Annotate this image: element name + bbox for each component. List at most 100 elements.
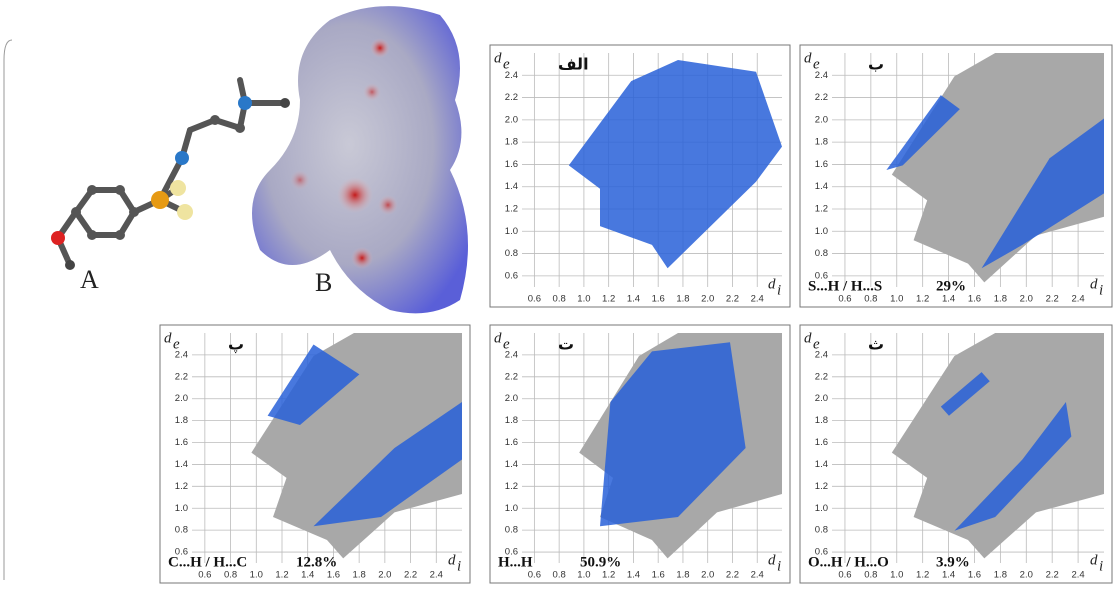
y-tick-label: 1.4 <box>815 181 828 192</box>
fingerprint-plot: 0.60.81.01.21.41.61.82.02.22.40.60.81.01… <box>490 45 790 307</box>
y-tick-label: 2.0 <box>505 114 518 125</box>
y-tick-label: 2.0 <box>505 393 518 404</box>
x-tick-label: 1.6 <box>652 570 665 581</box>
y-tick-label: 0.8 <box>815 248 828 259</box>
y-tick-label: 1.6 <box>505 159 518 170</box>
x-tick-label: 1.0 <box>577 294 590 305</box>
y-tick-label: 0.8 <box>815 525 828 536</box>
x-axis-label: d <box>1090 276 1098 292</box>
contact-label: H...H <box>498 554 533 570</box>
x-tick-label: 0.8 <box>864 570 877 581</box>
y-axis-sub: e <box>503 336 510 352</box>
x-tick-label: 0.8 <box>864 294 877 305</box>
hirshfeld-surface <box>252 6 468 313</box>
x-tick-label: 2.0 <box>701 570 714 581</box>
y-tick-label: 2.0 <box>815 393 828 404</box>
y-axis-label: d <box>164 330 172 346</box>
x-tick-label: 1.8 <box>353 570 366 581</box>
y-tick-label: 1.8 <box>505 415 518 426</box>
plot-tag: ث <box>868 335 884 354</box>
y-tick-label: 1.6 <box>815 159 828 170</box>
y-axis-label: d <box>494 50 502 66</box>
x-tick-label: 0.6 <box>838 294 851 305</box>
x-tick-label: 0.6 <box>528 570 541 581</box>
x-tick-label: 1.6 <box>968 294 981 305</box>
y-tick-label: 1.0 <box>815 503 828 514</box>
x-tick-label: 1.6 <box>652 294 665 305</box>
x-axis-sub: i <box>777 558 781 574</box>
frame-edge <box>4 40 12 580</box>
y-tick-label: 1.2 <box>815 481 828 492</box>
x-tick-label: 2.0 <box>1020 570 1033 581</box>
contact-label: S...H / H...S <box>808 278 882 294</box>
plot-tag: الف <box>558 55 589 74</box>
x-tick-label: 2.4 <box>430 570 443 581</box>
plot-tag: پ <box>228 335 244 355</box>
x-tick-label: 0.6 <box>198 570 211 581</box>
x-tick-label: 2.4 <box>751 294 764 305</box>
y-tick-label: 1.0 <box>505 503 518 514</box>
contact-percent: 12.8% <box>296 554 337 570</box>
x-tick-label: 1.8 <box>994 570 1007 581</box>
y-tick-label: 2.2 <box>815 371 828 382</box>
y-axis-label: d <box>804 330 812 346</box>
y-axis-label: d <box>494 330 502 346</box>
x-axis-label: d <box>768 552 776 568</box>
y-tick-label: 1.4 <box>505 459 518 470</box>
y-tick-label: 1.2 <box>505 481 518 492</box>
y-tick-label: 2.0 <box>175 393 188 404</box>
x-tick-label: 2.2 <box>1046 294 1059 305</box>
x-tick-label: 1.0 <box>890 570 903 581</box>
y-tick-label: 1.8 <box>175 415 188 426</box>
x-tick-label: 1.6 <box>968 570 981 581</box>
x-axis-sub: i <box>457 558 461 574</box>
contact-percent: 29% <box>936 278 966 294</box>
x-tick-label: 2.4 <box>751 570 764 581</box>
y-tick-label: 1.8 <box>815 137 828 148</box>
surface-label: B <box>315 268 332 297</box>
y-tick-label: 1.8 <box>505 137 518 148</box>
x-tick-label: 1.0 <box>250 570 263 581</box>
x-axis-sub: i <box>777 282 781 298</box>
y-tick-label: 2.2 <box>505 371 518 382</box>
y-tick-label: 1.4 <box>505 181 518 192</box>
y-tick-label: 2.0 <box>815 114 828 125</box>
y-tick-label: 1.2 <box>815 204 828 215</box>
x-tick-label: 1.8 <box>994 294 1007 305</box>
x-tick-label: 1.4 <box>627 294 640 305</box>
x-tick-label: 0.6 <box>838 570 851 581</box>
x-tick-label: 2.0 <box>1020 294 1033 305</box>
x-tick-label: 1.4 <box>627 570 640 581</box>
y-tick-label: 0.8 <box>505 248 518 259</box>
contact-label: O...H / H...O <box>808 554 889 570</box>
x-tick-label: 1.0 <box>890 294 903 305</box>
x-tick-label: 2.2 <box>1046 570 1059 581</box>
x-tick-label: 1.2 <box>275 570 288 581</box>
y-tick-label: 2.2 <box>175 371 188 382</box>
y-tick-label: 2.2 <box>815 92 828 103</box>
x-tick-label: 1.4 <box>942 570 955 581</box>
y-axis-label: d <box>804 50 812 66</box>
y-tick-label: 1.4 <box>175 459 188 470</box>
x-tick-label: 0.6 <box>528 294 541 305</box>
y-axis-sub: e <box>173 336 180 352</box>
x-tick-label: 2.0 <box>378 570 391 581</box>
y-tick-label: 1.6 <box>175 437 188 448</box>
x-axis-label: d <box>768 276 776 292</box>
y-tick-label: 0.8 <box>175 525 188 536</box>
y-tick-label: 1.2 <box>505 204 518 215</box>
x-tick-label: 2.2 <box>726 570 739 581</box>
x-tick-label: 2.2 <box>404 570 417 581</box>
x-tick-label: 1.2 <box>916 294 929 305</box>
x-tick-label: 1.2 <box>916 570 929 581</box>
y-tick-label: 2.2 <box>505 92 518 103</box>
y-tick-label: 0.8 <box>505 525 518 536</box>
y-tick-label: 1.6 <box>815 437 828 448</box>
x-tick-label: 2.4 <box>1071 570 1084 581</box>
x-tick-label: 1.0 <box>577 570 590 581</box>
contact-percent: 50.9% <box>580 554 621 570</box>
